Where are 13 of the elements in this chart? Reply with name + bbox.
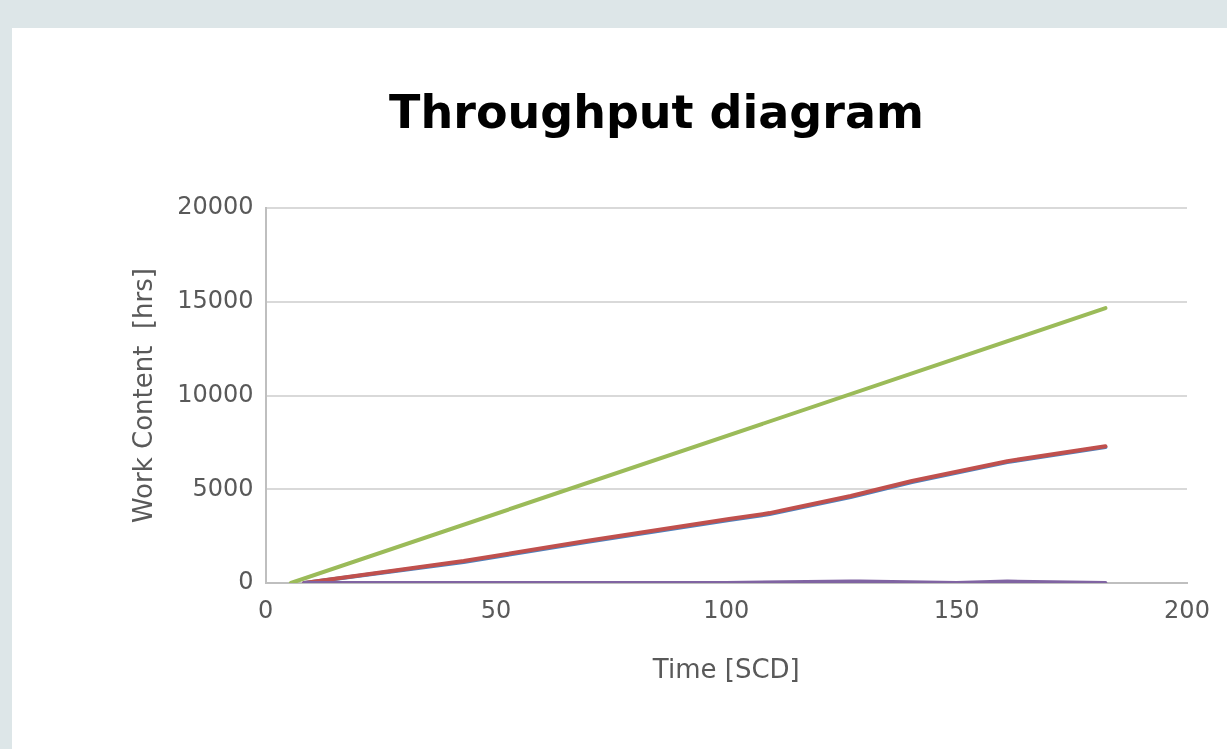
y-tick-label: 10000 [177,379,254,408]
y-axis-title: Work Content [hrs] [128,268,159,524]
y-tick-label: 0 [238,567,254,596]
x-tick-label: 0 [257,595,274,624]
x-tick-label: 50 [480,595,512,624]
y-tick-label: 15000 [177,286,254,315]
x-axis-title: Time [SCD] [651,654,800,685]
x-tick-label: 150 [933,595,980,624]
y-tick-label: 5000 [192,473,254,502]
y-tick-label: 20000 [177,192,254,221]
x-tick-label: 100 [703,595,750,624]
x-tick-label: 200 [1164,595,1210,624]
chart-title: Throughput diagram [389,84,924,139]
